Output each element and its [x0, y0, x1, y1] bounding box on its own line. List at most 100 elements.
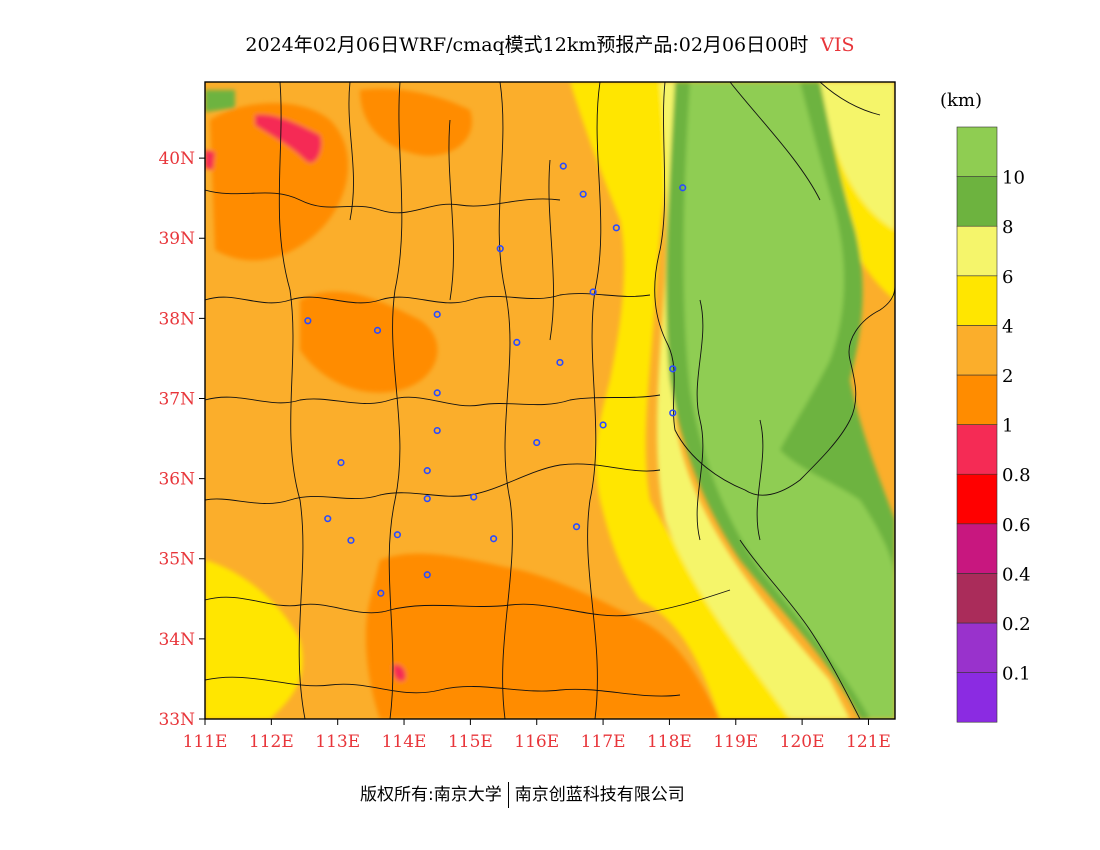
station-marker: [589, 288, 597, 296]
y-tick-label: 37N: [158, 389, 195, 409]
legend-swatch: [956, 622, 998, 673]
station-marker: [572, 523, 581, 531]
legend-label: 4: [1002, 316, 1013, 337]
station-marker: [377, 589, 385, 597]
y-tick-label: 39N: [158, 229, 195, 249]
station-marker: [513, 338, 521, 347]
y-tick-label: 36N: [158, 470, 195, 490]
y-tick-label: 33N: [158, 710, 195, 730]
station-marker: [470, 493, 478, 501]
legend-label: 0.8: [1002, 465, 1031, 486]
legend-label: 0.2: [1002, 614, 1031, 635]
legend-label: 6: [1002, 267, 1013, 288]
station-marker: [612, 224, 620, 232]
y-tick-label: 38N: [158, 309, 195, 329]
station-marker: [393, 531, 402, 539]
map-frame: [204, 81, 896, 720]
legend-swatch: [956, 473, 998, 525]
boundary-line: [729, 82, 881, 201]
legend-swatch: [956, 523, 998, 574]
legend-swatch: [956, 672, 998, 723]
station-marker: [559, 162, 567, 170]
title-variable: VIS: [820, 34, 855, 56]
boundary-line: [205, 189, 561, 214]
boundary-line: [205, 394, 661, 407]
boundary-line: [696, 299, 764, 541]
field-patch-1-2km-north: [360, 88, 472, 156]
station-marker: [423, 495, 431, 503]
x-axis: 111E 112E 113E 114E 115E 116E 117E 118E 119E 120E…: [183, 719, 891, 752]
station-marker: [337, 458, 345, 467]
legend-label: 0.1: [1002, 664, 1031, 685]
station-marker: [433, 310, 441, 318]
x-tick-label: 119E: [713, 732, 758, 752]
station-marker: [579, 190, 587, 198]
legend-label: 8: [1002, 217, 1013, 238]
legend-swatch: [956, 374, 998, 425]
legend-swatch: [956, 176, 998, 227]
station-marker: [679, 184, 687, 192]
station-marker: [599, 421, 607, 429]
legend-label: 2: [1002, 366, 1013, 387]
footer: 版权所有:南京大学 南京创蓝科技有限公司: [360, 780, 685, 808]
legend-colorbar: 0.1 0.2 0.4 0.6 0.8 1 2 4 6 8 10: [956, 126, 1031, 723]
field-band-over-10km: [683, 82, 895, 719]
legend-label: 0.6: [1002, 515, 1031, 536]
legend-swatch: [956, 573, 998, 624]
footer-company: 南京创蓝科技有限公司: [514, 785, 685, 805]
station-marker: [373, 326, 382, 334]
legend-swatch: [956, 126, 998, 177]
station-marker: [669, 365, 677, 373]
legend-label: 0.4: [1002, 564, 1031, 585]
field-patch-1-2km-center: [300, 291, 438, 393]
station-marker: [304, 317, 312, 325]
map-title: 2024年02月06日WRF/cmaq模式12km预报产品:02月06日00时 V…: [0, 30, 1100, 57]
station-marker: [556, 358, 564, 367]
x-tick-label: 111E: [183, 732, 228, 752]
x-tick-label: 114E: [382, 732, 427, 752]
station-marker: [669, 409, 677, 417]
legend-swatch: [956, 225, 998, 277]
legend-swatch: [956, 275, 998, 326]
legend-label: 1: [1002, 416, 1013, 437]
field-patch-under-1km-north: [255, 114, 322, 163]
footer-copyright: 版权所有:南京大学: [360, 785, 502, 805]
x-tick-label: 117E: [581, 732, 626, 752]
field-band-4-6km: [570, 82, 820, 719]
x-tick-label: 112E: [249, 732, 294, 752]
station-marker: [490, 535, 498, 543]
field-band-6-8km-ne: [820, 82, 895, 230]
boundary-line: [587, 82, 602, 719]
station-marker: [423, 571, 431, 579]
field-patch-green-corner: [205, 90, 235, 112]
y-tick-label: 35N: [158, 550, 195, 570]
boundary-line: [388, 82, 403, 719]
station-marker: [423, 467, 431, 475]
field-band-4-6km-southwest: [205, 560, 303, 719]
field-patch-under-1km-west: [205, 150, 215, 170]
field-band-6-8km: [657, 82, 850, 719]
x-tick-label: 121E: [846, 732, 891, 752]
coastline: [654, 82, 895, 496]
boundary-line: [498, 82, 513, 719]
x-tick-label: 118E: [647, 732, 692, 752]
y-tick-label: 34N: [158, 630, 195, 650]
station-marker: [324, 515, 332, 523]
footer-separator: [507, 782, 509, 808]
x-tick-label: 120E: [780, 732, 825, 752]
station-markers: [304, 162, 687, 597]
x-tick-label: 113E: [315, 732, 360, 752]
station-marker: [433, 426, 441, 435]
station-marker: [347, 536, 355, 544]
x-tick-label: 116E: [514, 732, 559, 752]
visibility-field: [205, 82, 895, 719]
boundaries: [205, 82, 895, 719]
legend-swatch: [956, 325, 998, 376]
boundary-line: [278, 82, 306, 719]
x-tick-label: 115E: [448, 732, 493, 752]
boundary-line: [205, 676, 681, 697]
boundary-line: [205, 589, 731, 617]
boundary-line: [205, 293, 651, 304]
y-tick-label: 40N: [158, 149, 195, 169]
